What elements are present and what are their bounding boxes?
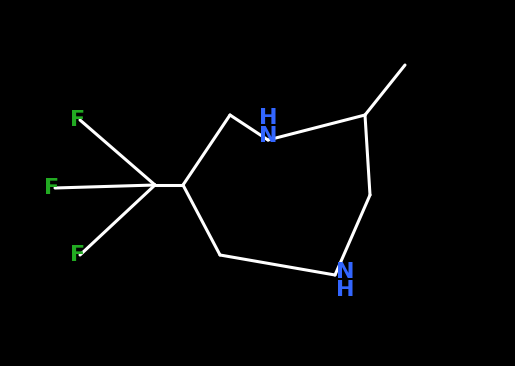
Text: H: H — [336, 280, 354, 300]
Text: N: N — [259, 126, 277, 146]
Text: F: F — [44, 178, 60, 198]
Text: F: F — [71, 110, 85, 130]
Text: H: H — [259, 108, 277, 128]
Text: F: F — [71, 245, 85, 265]
Text: N: N — [336, 262, 354, 282]
